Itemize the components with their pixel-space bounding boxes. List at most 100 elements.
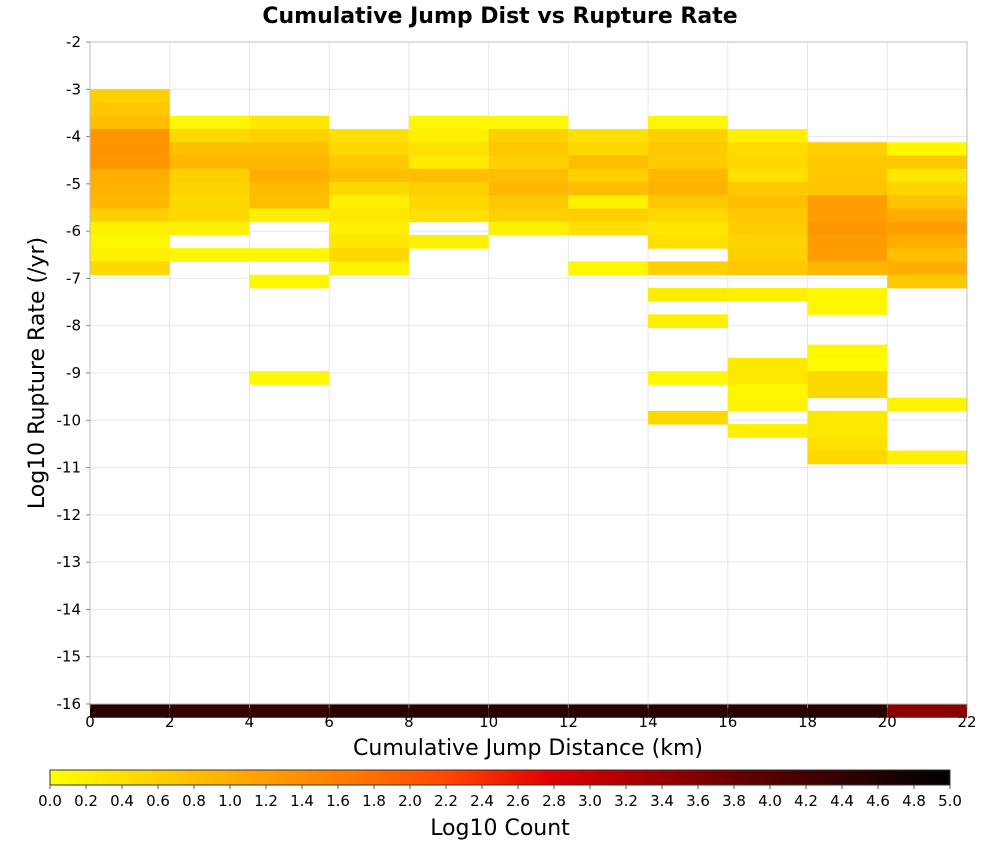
heatmap-cell-0-13	[90, 261, 170, 276]
colorbar-tick-label-13: 2.6	[506, 792, 530, 810]
heatmap-cell-1-2	[169, 142, 250, 156]
heatmap-cell-5-9	[488, 704, 569, 718]
heatmap-cell-3-2	[329, 155, 409, 170]
heatmap-cell-10-9	[887, 261, 967, 276]
x-tick-label-4: 8	[404, 713, 414, 731]
heatmap-cell-3-10	[329, 261, 409, 276]
heatmap-cell-9-16	[807, 410, 888, 425]
y-tick-label-3: -5	[66, 175, 81, 193]
colorbar-tick-label-24: 4.8	[902, 792, 926, 810]
x-tick-label-3: 6	[324, 713, 334, 731]
heatmap-cell-8-13	[727, 371, 808, 385]
y-tick-label-2: -4	[66, 128, 81, 146]
y-tick-label-14: -16	[57, 695, 82, 713]
heatmap-cell-10-2	[887, 168, 967, 183]
heatmap-cell-6-4	[568, 181, 649, 196]
heatmap-cell-5-6	[488, 195, 569, 209]
heatmap-cell-2-2	[249, 142, 330, 156]
y-tick-label-7: -9	[66, 364, 81, 382]
heatmap-cell-3-5	[329, 195, 409, 209]
colorbar-tick-label-23: 4.6	[866, 792, 890, 810]
heatmap-cell-6-0	[568, 129, 649, 143]
heatmap-cell-2-10	[249, 371, 330, 385]
x-tick-label-0: 0	[85, 713, 95, 731]
colorbar-label: Log10 Count	[430, 816, 570, 841]
heatmap-cell-3-7	[329, 221, 409, 236]
heatmap-cell-10-13	[887, 704, 967, 718]
heatmap-cell-2-3	[249, 155, 330, 170]
heatmap-cell-8-6	[727, 208, 808, 223]
heatmap-cell-10-3	[887, 181, 967, 196]
heatmap-cell-7-1	[648, 129, 728, 143]
heatmap-cell-7-10	[648, 261, 728, 276]
heatmap-cell-2-4	[249, 168, 330, 183]
heatmap-cell-6-8	[568, 261, 649, 276]
heatmap-cell-9-12	[807, 344, 888, 359]
heatmap-cell-6-1	[568, 142, 649, 156]
heatmap-cell-5-8	[488, 221, 569, 236]
heatmap-cell-4-1	[408, 129, 489, 143]
y-tick-label-13: -15	[57, 648, 82, 666]
heatmap-cell-8-11	[727, 287, 808, 302]
heatmap-cell-8-16	[727, 424, 808, 438]
heatmap-cell-1-10	[169, 704, 250, 718]
heatmap-cell-6-7	[568, 221, 649, 236]
heatmap-cell-8-10	[727, 261, 808, 276]
heatmap-cell-6-6	[568, 208, 649, 223]
heatmap-cells	[90, 89, 967, 718]
colorbar-tick-label-21: 4.2	[794, 792, 818, 810]
heatmap-cell-9-5	[807, 208, 888, 223]
y-tick-label-12: -14	[57, 600, 82, 618]
heatmap-cell-0-4	[90, 142, 170, 156]
heatmap-cell-9-20	[807, 704, 888, 718]
heatmap-cell-8-1	[727, 142, 808, 156]
heatmap-cell-0-1	[90, 102, 170, 117]
colorbar-tick-label-25: 5.0	[938, 792, 962, 810]
colorbar-tick-label-20: 4.0	[758, 792, 782, 810]
heatmap-cell-0-14	[90, 704, 170, 718]
heatmap-cell-3-9	[329, 248, 409, 262]
heatmap-cell-0-2	[90, 115, 170, 130]
heatmap-cell-0-12	[90, 248, 170, 262]
heatmap-cell-2-0	[249, 115, 330, 130]
colorbar-tick-label-22: 4.4	[830, 792, 854, 810]
x-tick-label-2: 4	[245, 713, 255, 731]
colorbar-tick-label-2: 0.4	[110, 792, 134, 810]
heatmap-cell-4-8	[408, 234, 489, 249]
heatmap-cell-2-6	[249, 195, 330, 209]
heatmap-cell-7-0	[648, 115, 728, 130]
heatmap-cell-0-11	[90, 234, 170, 249]
colorbar-tick-label-9: 1.8	[362, 792, 386, 810]
heatmap-cell-0-3	[90, 129, 170, 143]
heatmap-cell-5-7	[488, 208, 569, 223]
heatmap-cell-7-2	[648, 142, 728, 156]
heatmap-cell-9-9	[807, 261, 888, 276]
heatmap-cell-9-1	[807, 155, 888, 170]
heatmap-cell-6-2	[568, 155, 649, 170]
heatmap-cell-1-1	[169, 129, 250, 143]
colorbar-ticks: 0.0 0.2 0.4 0.6 0.8 1.0 1.2 1.4 1.6 1.8 2.0 2.2 2.4 2…	[38, 785, 962, 810]
x-tick-label-10: 20	[878, 713, 897, 731]
heatmap-cell-0-6	[90, 168, 170, 183]
heatmap-cell-1-7	[169, 208, 250, 223]
heatmap-cell-4-7	[408, 208, 489, 223]
heatmap-cell-3-1	[329, 142, 409, 156]
heatmap-cell-10-4	[887, 195, 967, 209]
heatmap-cell-2-7	[249, 208, 330, 223]
heatmap-cell-4-0	[408, 115, 489, 130]
heatmap-cell-8-15	[727, 397, 808, 412]
colorbar-tick-label-10: 2.0	[398, 792, 422, 810]
heatmap-cell-3-11	[329, 704, 409, 718]
heatmap-cell-7-12	[648, 314, 728, 329]
heatmap-cell-8-17	[727, 704, 808, 718]
heatmap-cell-8-9	[727, 248, 808, 262]
heatmap-cell-8-7	[727, 221, 808, 236]
chart-title: Cumulative Jump Dist vs Rupture Rate	[262, 4, 737, 29]
heatmap-cell-2-9	[249, 274, 330, 289]
heatmap-cell-10-0	[887, 142, 967, 156]
heatmap-cell-2-11	[249, 704, 330, 718]
y-tick-label-0: -2	[66, 33, 81, 51]
heatmap-cell-3-8	[329, 234, 409, 249]
heatmap-cell-9-2	[807, 168, 888, 183]
heatmap-cell-10-5	[887, 208, 967, 223]
